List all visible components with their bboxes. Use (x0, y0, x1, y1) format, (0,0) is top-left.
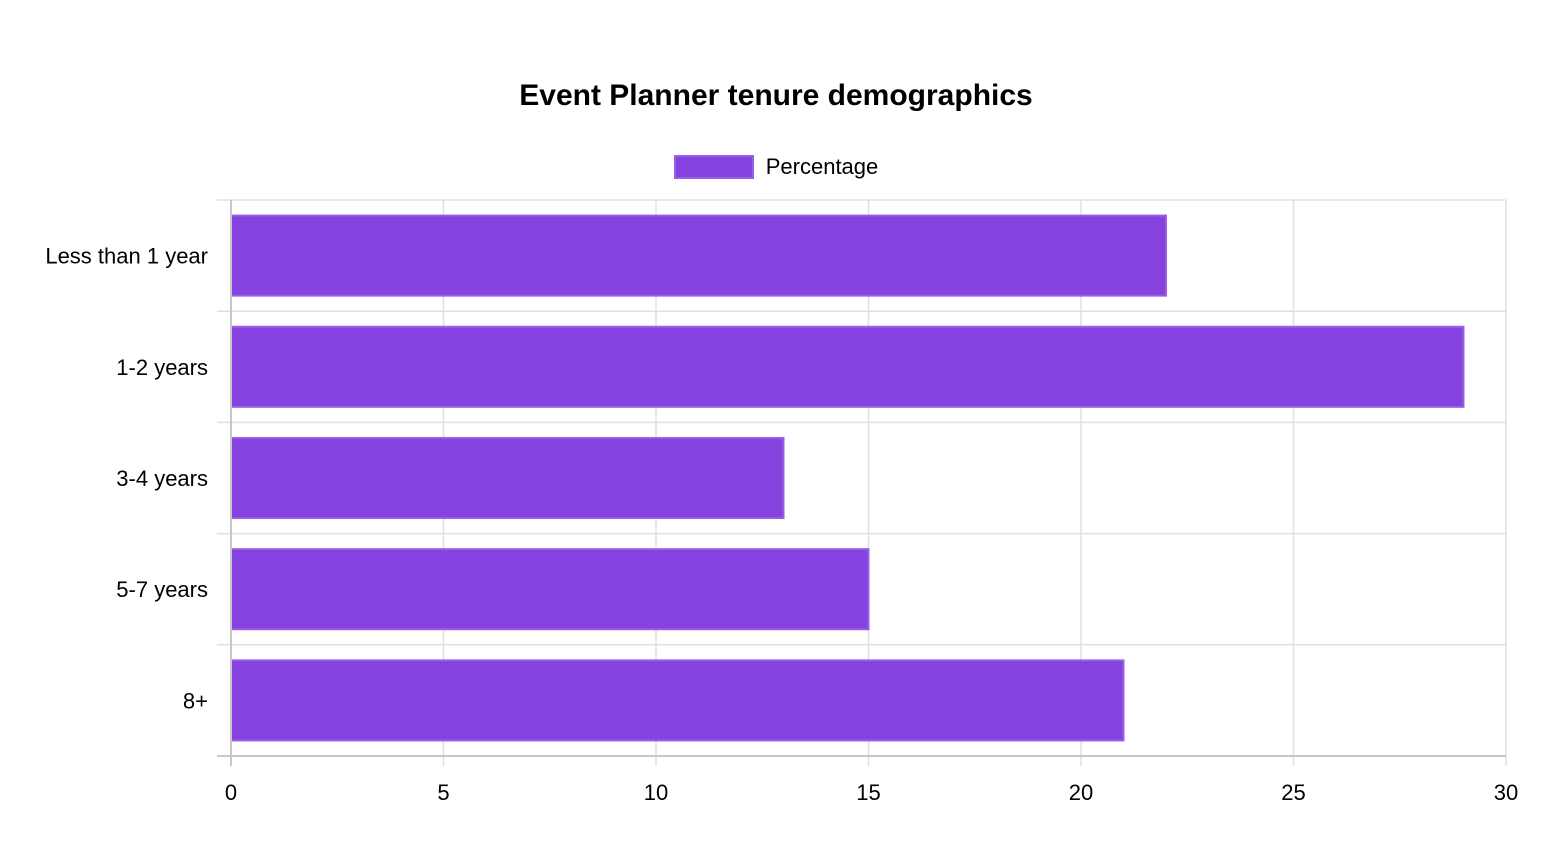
y-tick-label: 1-2 years (116, 355, 208, 380)
bar (230, 659, 1125, 742)
y-tick-label: 8+ (183, 688, 208, 713)
x-tick-label: 20 (1069, 780, 1093, 805)
bar (230, 325, 1465, 408)
legend[interactable]: Percentage (0, 152, 1552, 182)
axes (217, 200, 1506, 766)
x-tick-label: 10 (644, 780, 668, 805)
bars (230, 214, 1465, 742)
bar (230, 214, 1167, 297)
y-tick-label: 3-4 years (116, 466, 208, 491)
x-tick-label: 30 (1494, 780, 1518, 805)
chart-title: Event Planner tenure demographics (519, 79, 1033, 112)
x-tick-label: 0 (225, 780, 237, 805)
tick-labels: 0 5 10 15 20 25 30 Less than 1 year 1-2 years 3-4… (45, 244, 1518, 805)
legend-swatch (673, 155, 754, 179)
bar (230, 436, 785, 520)
x-tick-label: 25 (1281, 780, 1305, 805)
legend-label: Percentage (765, 154, 879, 179)
bar (230, 548, 870, 631)
y-tick-label: Less than 1 year (45, 244, 208, 269)
y-tick-label: 5-7 years (116, 577, 208, 602)
x-tick-label: 15 (856, 780, 880, 805)
x-tick-label: 5 (437, 780, 449, 805)
